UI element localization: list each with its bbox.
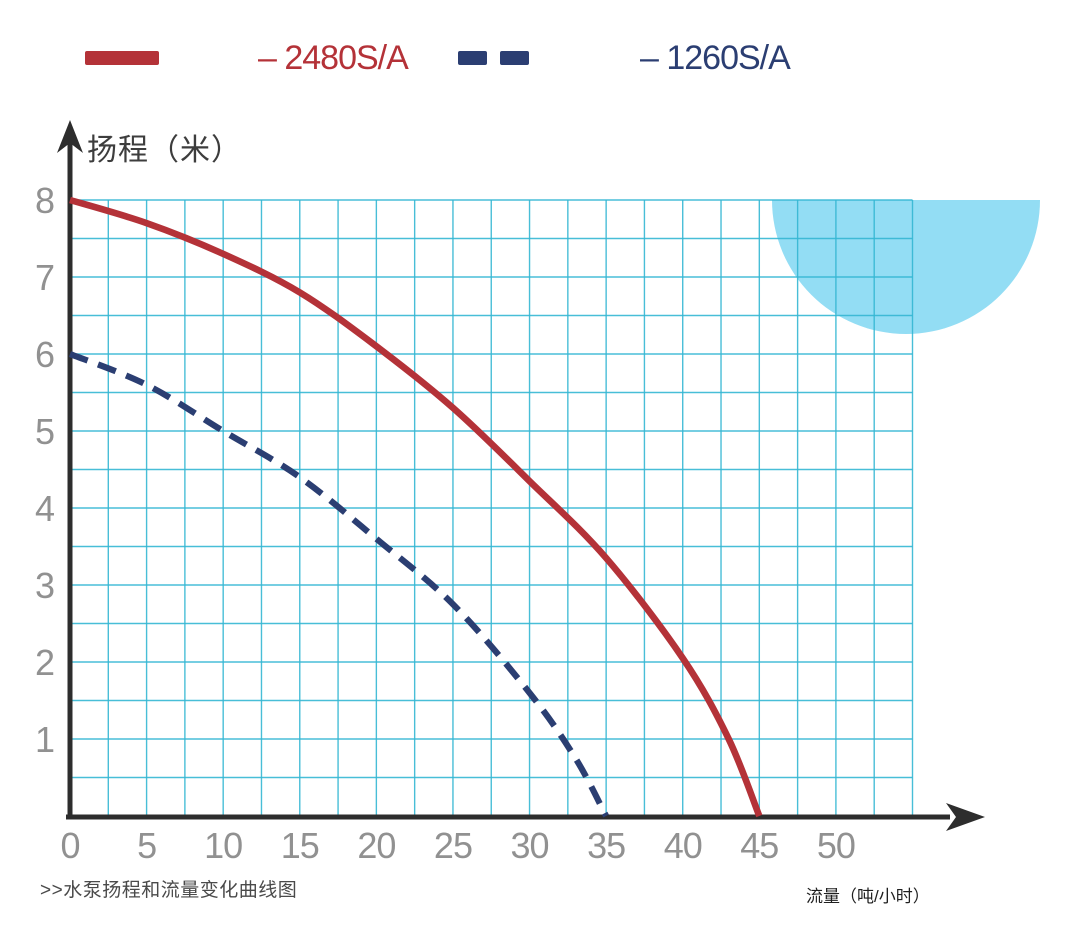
legend-label-2480sa: – 2480S/A xyxy=(258,39,409,77)
legend-swatch-dash2-1260sa xyxy=(500,51,529,65)
x-tick-label: 25 xyxy=(434,825,472,866)
y-tick-label: 8 xyxy=(35,180,54,221)
x-tick-label: 45 xyxy=(740,825,778,866)
y-tick-label: 7 xyxy=(35,257,54,298)
x-tick-label: 0 xyxy=(60,825,79,866)
x-tick-label: 35 xyxy=(587,825,625,866)
y-axis-arrow-icon xyxy=(57,120,83,153)
y-tick-label: 2 xyxy=(35,642,54,683)
x-tick-label: 40 xyxy=(664,825,702,866)
x-tick-label: 30 xyxy=(511,825,549,866)
y-tick-label: 6 xyxy=(35,334,54,375)
x-tick-label: 5 xyxy=(137,825,156,866)
legend-label-1260sa: – 1260S/A xyxy=(640,39,791,77)
x-axis-arrow-icon xyxy=(946,803,985,831)
curves-layer xyxy=(68,196,763,818)
x-tick-label: 10 xyxy=(204,825,242,866)
chart-caption: >>水泵扬程和流量变化曲线图 xyxy=(40,880,298,901)
x-tick-label: 20 xyxy=(357,825,395,866)
grid-layer xyxy=(70,199,914,816)
legend-swatch-solid-2480sa xyxy=(85,51,159,65)
decor-semicircle-shape xyxy=(772,200,1040,334)
y-axis-title: 扬程（米） xyxy=(87,134,242,167)
y-tick-label: 1 xyxy=(35,719,54,760)
legend-swatch-dash1-1260sa xyxy=(458,51,487,65)
curve-2480sa xyxy=(69,196,763,818)
x-tick-label: 50 xyxy=(817,825,855,866)
curve-1260sa xyxy=(68,351,609,818)
x-axis-title: 流量（吨/小时） xyxy=(806,887,930,906)
y-tick-label: 3 xyxy=(35,565,54,606)
y-tick-label: 5 xyxy=(35,411,54,452)
y-tick-label: 4 xyxy=(35,488,54,529)
x-tick-label: 15 xyxy=(281,825,319,866)
axes-layer xyxy=(57,120,985,831)
